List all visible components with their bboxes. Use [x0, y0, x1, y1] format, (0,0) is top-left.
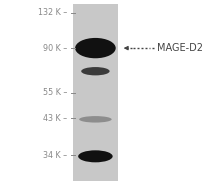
Text: 132 K –: 132 K –	[38, 9, 67, 17]
Ellipse shape	[81, 67, 109, 75]
Ellipse shape	[75, 38, 115, 58]
Text: 55 K –: 55 K –	[42, 88, 67, 97]
Text: MAGE-D2: MAGE-D2	[157, 43, 202, 53]
Ellipse shape	[78, 150, 112, 162]
Bar	[73, 4, 117, 181]
Text: 90 K –: 90 K –	[43, 44, 67, 53]
Text: 34 K –: 34 K –	[43, 151, 67, 160]
Ellipse shape	[79, 116, 111, 122]
Text: 43 K –: 43 K –	[43, 114, 67, 123]
